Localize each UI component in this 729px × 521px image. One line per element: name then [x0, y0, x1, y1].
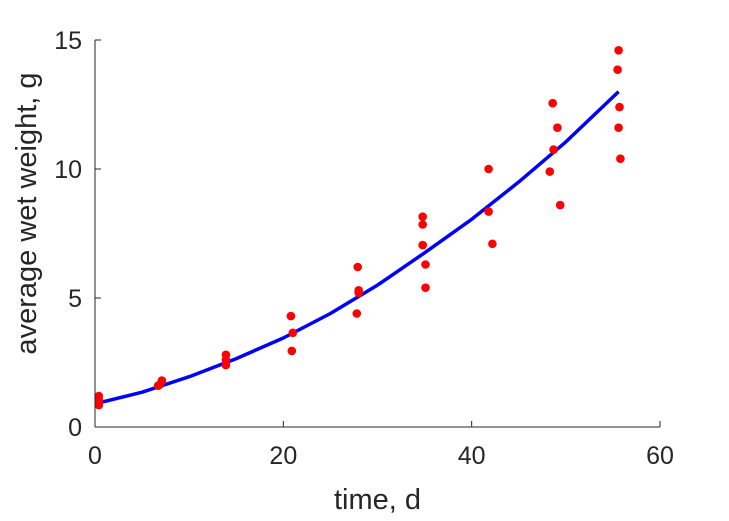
x-tick-label: 0 — [88, 442, 102, 470]
data-point — [555, 200, 565, 210]
data-point — [488, 239, 497, 249]
data-point — [614, 123, 623, 132]
y-tick-label: 15 — [54, 27, 82, 55]
data-point — [352, 309, 362, 318]
y-axis-label: average wet weight, g — [11, 72, 43, 354]
fit-curve-layer — [94, 90, 620, 406]
data-point — [484, 207, 493, 216]
data-point — [418, 212, 428, 221]
data-point — [221, 360, 231, 370]
ticks: 0 20 40 60 0 5 10 15 — [54, 27, 674, 470]
x-tick-label: 60 — [646, 442, 674, 470]
data-point — [288, 328, 298, 338]
data-point — [545, 167, 555, 176]
fit-curve — [94, 90, 620, 406]
y-tick-label: 0 — [68, 414, 82, 442]
data-point — [421, 283, 430, 293]
y-tick-label: 10 — [54, 156, 82, 184]
data-point — [484, 164, 493, 174]
data-point — [157, 376, 167, 385]
data-point — [421, 260, 430, 269]
data-point — [615, 102, 624, 112]
x-tick-label: 20 — [269, 442, 297, 470]
data-point — [94, 400, 104, 410]
data-point — [286, 311, 296, 321]
data-point — [553, 123, 562, 132]
data-point — [418, 220, 428, 229]
data-point — [614, 46, 623, 55]
x-axis-label: time, d — [334, 484, 421, 516]
x-tick-label: 40 — [458, 442, 486, 470]
data-point — [548, 98, 557, 108]
data-point — [613, 65, 622, 74]
data-point — [354, 288, 364, 298]
data-point — [353, 262, 363, 272]
axes — [94, 40, 660, 428]
data-point — [287, 346, 297, 356]
data-points-layer — [94, 46, 625, 410]
data-point — [616, 154, 625, 163]
data-point — [549, 145, 558, 154]
y-tick-label: 5 — [68, 285, 82, 313]
data-point — [418, 240, 428, 250]
